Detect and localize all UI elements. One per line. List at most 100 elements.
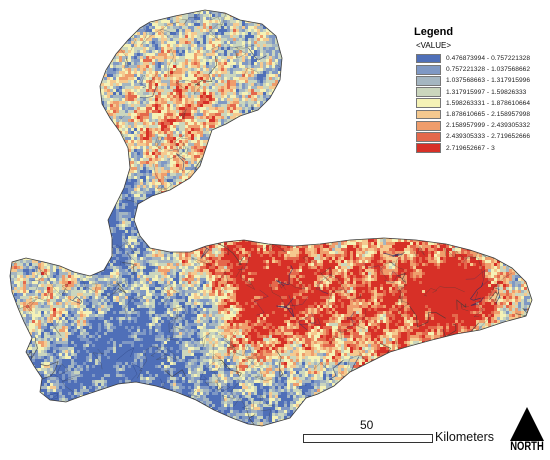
raster-cell [68,32,71,35]
raster-cell [257,92,260,95]
raster-cell [131,98,134,101]
raster-cell [128,47,131,50]
raster-cell [212,20,215,23]
raster-cell [359,50,362,53]
raster-cell [116,11,119,14]
raster-cell [47,26,50,29]
raster-cell [464,11,467,14]
raster-cell [392,59,395,62]
raster-cell [164,77,167,80]
raster-cell [404,20,407,23]
raster-cell [86,56,89,59]
raster-cell [443,10,446,11]
raster-cell [362,20,365,23]
raster-cell [293,50,296,53]
raster-cell [41,20,44,23]
raster-cell [188,14,191,17]
raster-cell [35,98,38,101]
raster-cell [131,35,134,38]
raster-cell [263,68,266,71]
raster-cell [206,98,209,101]
raster-cell [86,74,89,77]
raster-cell [308,77,311,80]
raster-cell [158,50,161,53]
raster-cell [263,80,266,83]
raster-cell [122,80,125,83]
raster-cell [98,35,101,38]
raster-cell [32,38,35,41]
raster-cell [104,44,107,47]
raster-cell [98,26,101,29]
raster-cell [359,83,362,86]
raster-cell [65,17,68,20]
raster-cell [284,59,287,62]
raster-cell [299,50,302,53]
raster-cell [500,20,503,23]
raster-cell [380,89,383,92]
raster-cell [389,10,392,11]
raster-cell [239,11,242,14]
raster-cell [362,83,365,86]
raster-cell [368,14,371,17]
raster-cell [26,10,29,11]
raster-cell [389,50,392,53]
raster-cell [149,59,152,62]
raster-cell [305,74,308,77]
raster-cell [386,56,389,59]
raster-cell [68,53,71,56]
raster-cell [200,65,203,68]
raster-cell [68,98,71,101]
raster-cell [179,74,182,77]
raster-cell [194,10,197,11]
raster-cell [62,53,65,56]
raster-cell [20,10,23,11]
raster-cell [95,56,98,59]
raster-cell [221,77,224,80]
raster-cell [431,20,434,23]
raster-cell [311,56,314,59]
raster-cell [479,17,482,20]
raster-cell [194,41,197,44]
raster-cell [191,92,194,95]
raster-cell [122,11,125,14]
raster-cell [131,23,134,26]
raster-cell [134,95,137,98]
raster-cell [35,44,38,47]
raster-cell [161,80,164,83]
raster-cell [83,44,86,47]
raster-cell [125,74,128,77]
raster-cell [143,71,146,74]
raster-cell [317,71,320,74]
raster-cell [470,11,473,14]
raster-cell [275,20,278,23]
raster-cell [47,68,50,71]
raster-cell [101,47,104,50]
raster-cell [509,10,512,11]
raster-cell [53,11,56,14]
raster-cell [491,14,494,17]
raster-cell [392,56,395,59]
raster-cell [188,47,191,50]
raster-cell [260,71,263,74]
raster-cell [164,50,167,53]
raster-cell [341,11,344,14]
raster-cell [371,77,374,80]
raster-cell [416,20,419,23]
raster-cell [392,89,395,92]
raster-cell [35,92,38,95]
raster-cell [167,74,170,77]
raster-cell [224,86,227,89]
raster-cell [161,71,164,74]
raster-cell [101,53,104,56]
raster-cell [10,11,11,14]
raster-cell [107,41,110,44]
raster-cell [233,77,236,80]
raster-cell [371,83,374,86]
raster-cell [383,29,386,32]
raster-cell [350,44,353,47]
raster-cell [182,59,185,62]
raster-cell [284,71,287,74]
raster-cell [356,80,359,83]
raster-cell [68,20,71,23]
raster-cell [263,71,266,74]
